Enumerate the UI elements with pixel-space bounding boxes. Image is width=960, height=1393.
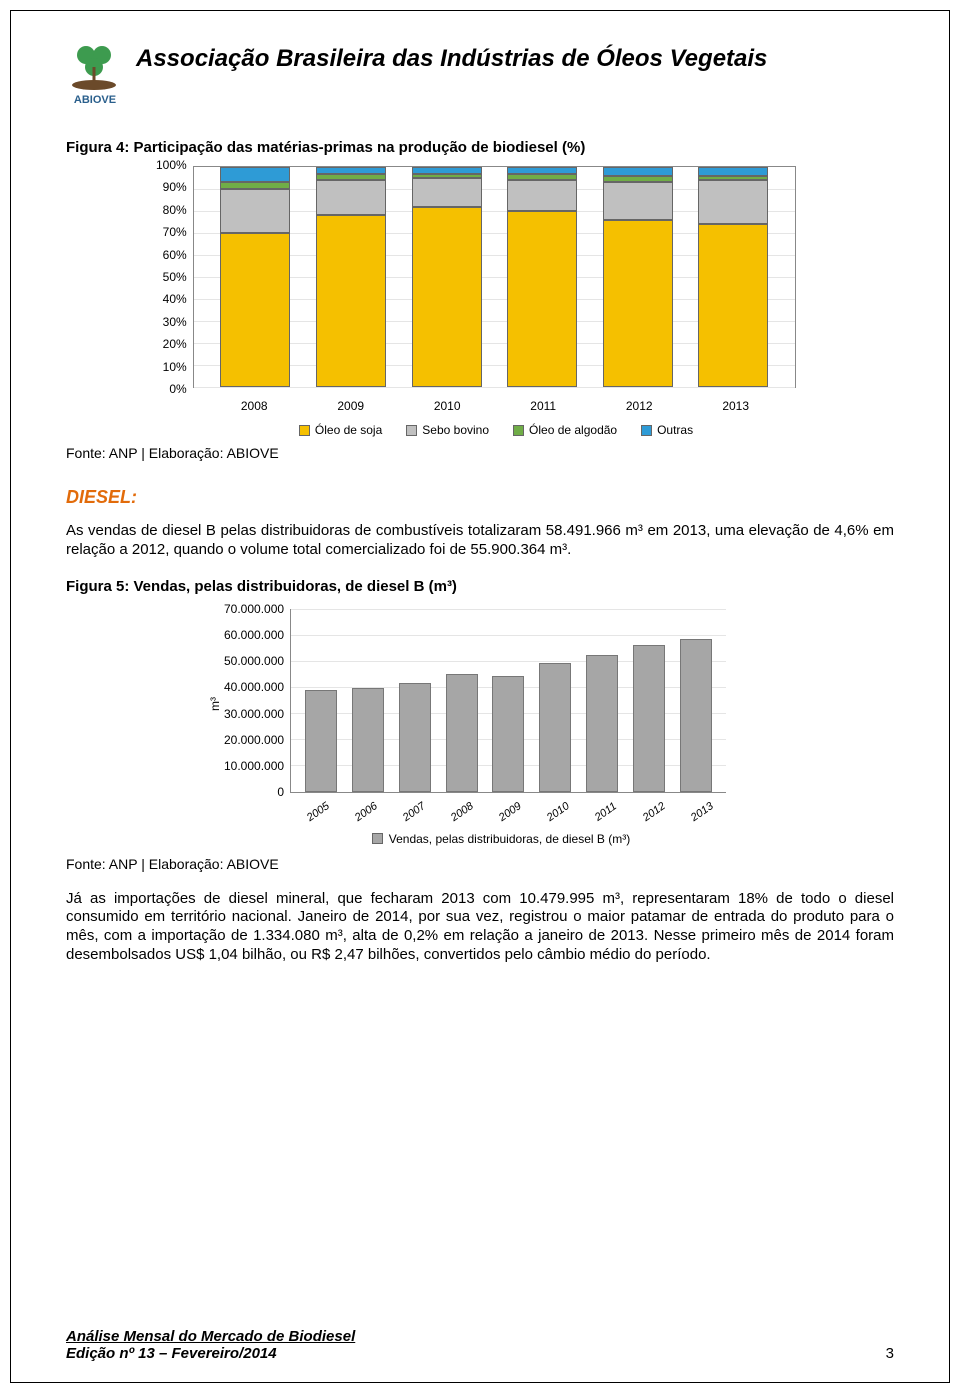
fig5-y-axis: 70.000.00060.000.00050.000.00040.000.000… [224,602,290,800]
footer-edition: Edição nº 13 – Fevereiro/2014 [66,1345,277,1362]
fig5-source: Fonte: ANP | Elaboração: ABIOVE [66,856,894,872]
fig5-title: Figura 5: Vendas, pelas distribuidoras, … [66,578,894,595]
fig5-plot [290,609,726,793]
page-header: ABIOVE Associação Brasileira das Indústr… [66,41,894,109]
fig4-bar [412,167,482,387]
fig5-bar [680,639,712,792]
fig4-bar [698,167,768,387]
legend-item: Sebo bovino [406,423,489,437]
fig4-y-axis: 100%90%80%70%60%50%40%30%20%10%0% [156,159,193,395]
fig4-chart: 100%90%80%70%60%50%40%30%20%10%0% 200820… [156,166,796,437]
legend-item: Óleo de soja [299,423,382,437]
fig4-bar [603,167,673,387]
fig4-legend: Óleo de soja Sebo bovino Óleo de algodão Ou… [156,413,796,437]
fig5-bar [492,676,524,792]
fig5-bar [539,663,571,792]
fig4-plot [193,166,796,388]
page-number: 3 [886,1345,894,1362]
fig5-bar [586,655,618,791]
page-title: Associação Brasileira das Indústrias de … [136,41,767,73]
fig5-bar [399,683,431,791]
fig5-bar [352,688,384,791]
fig5-chart: m³ 70.000.00060.000.00050.000.00040.000.… [206,609,726,846]
page-footer: Análise Mensal do Mercado de Biodiesel E… [66,1328,894,1362]
fig4-bar [316,167,386,387]
final-paragraph: Já as importações de diesel mineral, que… [66,890,894,965]
fig5-bar [633,645,665,791]
abiove-logo: ABIOVE [66,41,124,109]
fig5-y-axis-label: m³ [206,697,224,711]
diesel-p1: As vendas de diesel B pelas distribuidor… [66,522,894,560]
fig4-bar [220,167,290,387]
fig5-legend-label: Vendas, pelas distribuidoras, de diesel … [389,832,630,846]
legend-item: Óleo de algodão [513,423,617,437]
fig4-title: Figura 4: Participação das matérias-prim… [66,139,894,156]
svg-text:ABIOVE: ABIOVE [74,94,116,106]
fig4-bar [507,167,577,387]
footer-title: Análise Mensal do Mercado de Biodiesel [66,1328,894,1345]
legend-item: Outras [641,423,693,437]
fig4-source: Fonte: ANP | Elaboração: ABIOVE [66,445,894,461]
fig5-bar [305,690,337,792]
fig5-bar [446,674,478,791]
diesel-heading: DIESEL: [66,487,894,508]
